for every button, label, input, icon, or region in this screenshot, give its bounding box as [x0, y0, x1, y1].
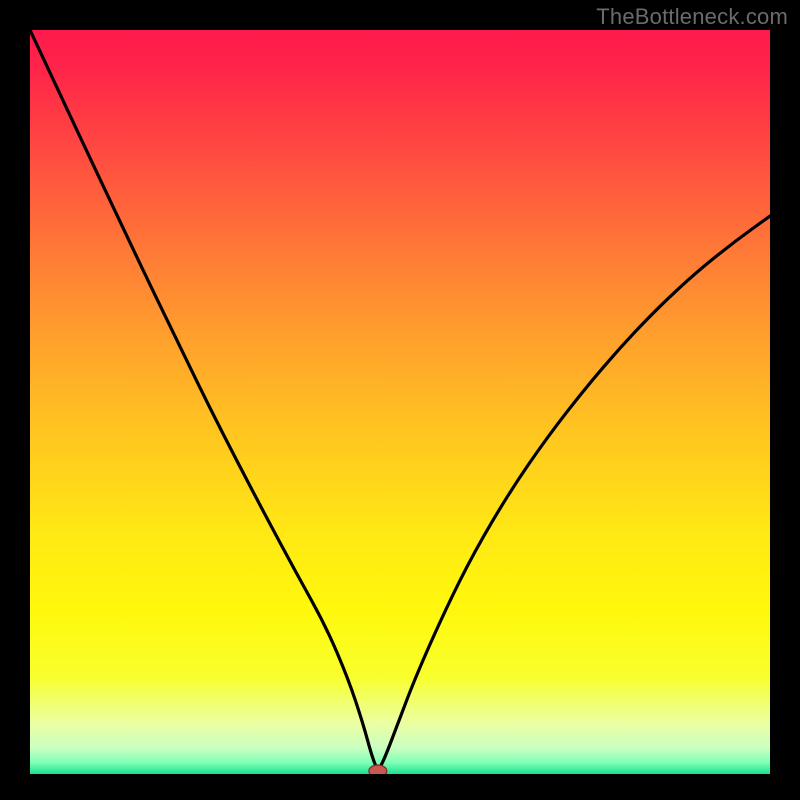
plot-background: [30, 30, 770, 774]
notch-marker: [369, 765, 387, 774]
bottleneck-plot: [30, 30, 770, 774]
watermark-text: TheBottleneck.com: [596, 4, 788, 30]
chart-frame: TheBottleneck.com: [0, 0, 800, 800]
